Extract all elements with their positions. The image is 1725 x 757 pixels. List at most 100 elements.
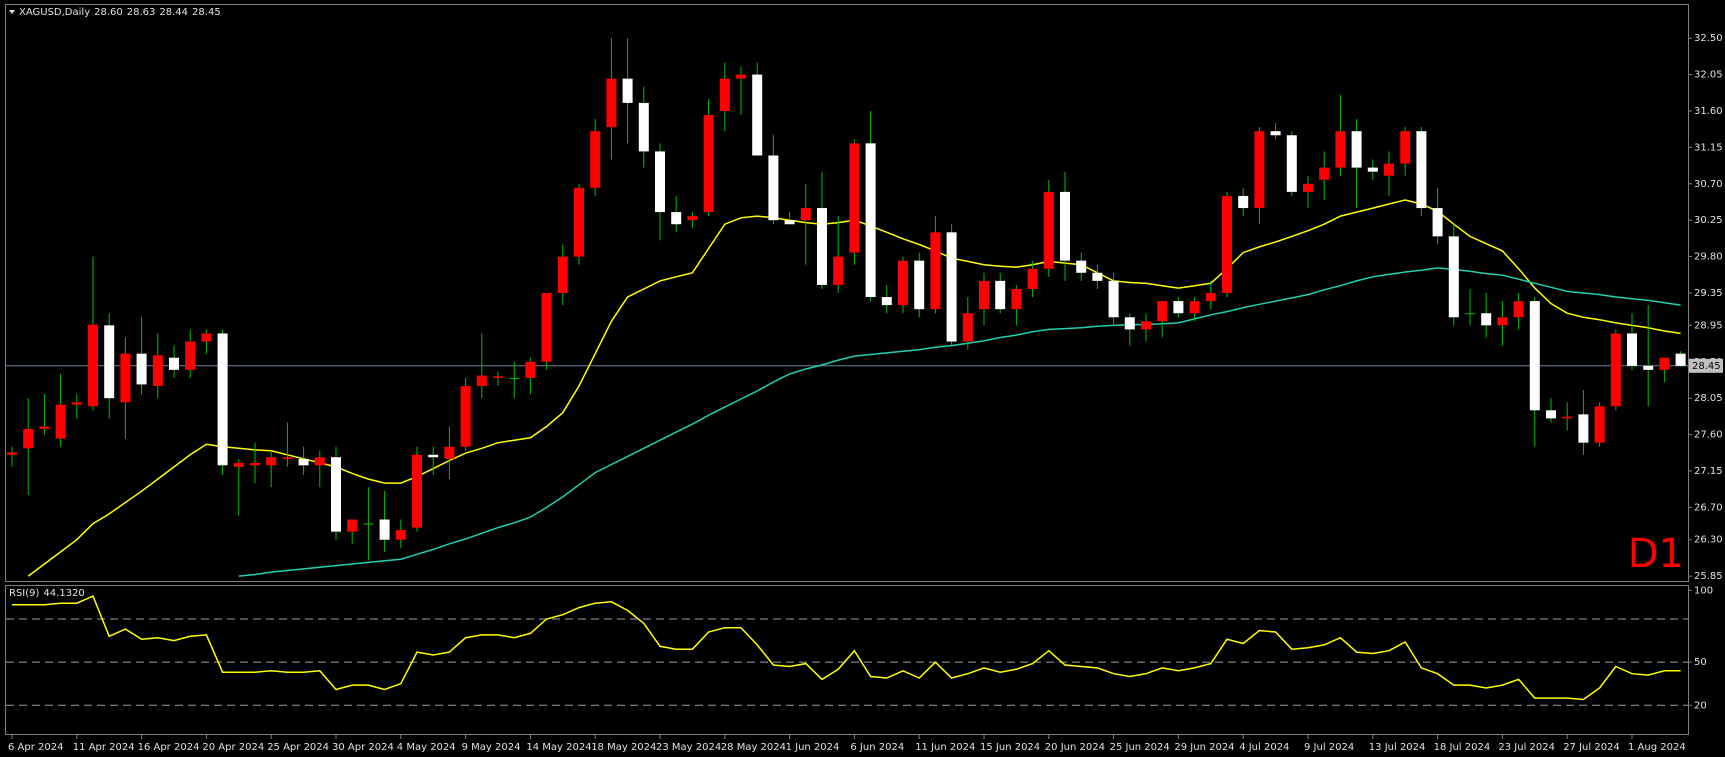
candle-body: [768, 155, 779, 221]
x-tick-label: 18 Jul 2024: [1434, 742, 1491, 753]
candle-body: [849, 143, 860, 253]
y-tick-label: 30.70: [1694, 179, 1723, 190]
candle-body: [1205, 293, 1216, 302]
candle-body: [962, 313, 973, 342]
candle-body: [1027, 268, 1038, 289]
candle-body: [1578, 414, 1589, 443]
candle-body: [1076, 260, 1087, 273]
y-tick-label: 100: [1694, 585, 1713, 596]
candle-body: [687, 216, 698, 221]
candle-body: [201, 333, 212, 342]
symbol: XAGUSD,Daily: [19, 7, 90, 18]
candle-body: [1173, 301, 1184, 314]
y-tick-label: 31.15: [1694, 142, 1723, 153]
low-value: 28.44: [159, 7, 188, 18]
x-tick-label: 1 Aug 2024: [1628, 742, 1686, 753]
candle-body: [1513, 301, 1524, 318]
candle-body: [233, 462, 244, 467]
candle-body: [347, 519, 358, 532]
candle-body: [104, 325, 115, 399]
candle-body: [1627, 333, 1637, 366]
y-tick-label: 50: [1694, 657, 1707, 668]
candle-body: [1546, 410, 1556, 419]
candle-body: [1562, 416, 1573, 419]
candle-body: [169, 357, 179, 370]
close-value: 28.45: [192, 7, 221, 18]
candle-body: [1189, 301, 1200, 314]
menu-arrow[interactable]: [9, 10, 15, 14]
candle-body: [120, 353, 131, 403]
candle-body: [557, 256, 568, 293]
rsi-line: [12, 595, 1681, 701]
candle-body: [1335, 131, 1346, 168]
x-tick-label: 9 Jul 2024: [1304, 742, 1354, 753]
plot-area: [7, 38, 1686, 577]
x-tick-label: 1 Jun 2024: [786, 742, 840, 753]
candle-body: [1529, 301, 1540, 411]
y-tick-label: 32.50: [1694, 33, 1723, 44]
y-tick-label: 29.35: [1694, 288, 1723, 299]
y-tick-label: 26.70: [1694, 502, 1723, 513]
x-tick-label: 6 Apr 2024: [8, 742, 63, 753]
candle-body: [509, 377, 520, 379]
candle-body: [314, 457, 325, 466]
candle-body: [703, 115, 714, 213]
x-tick-label: 20 Apr 2024: [202, 742, 264, 753]
candle-body: [1416, 131, 1427, 209]
x-tick-label: 20 Jun 2024: [1045, 742, 1105, 753]
candle-body: [1060, 191, 1070, 261]
x-tick-label: 28 May 2024: [721, 742, 786, 753]
candle-body: [800, 208, 811, 221]
y-tick-label: 28.95: [1694, 320, 1723, 331]
candle-body: [23, 428, 34, 449]
candle-body: [282, 457, 293, 459]
candle-body: [363, 523, 374, 525]
candle-body: [7, 452, 17, 455]
main-frame: [5, 4, 1689, 582]
candle-body: [55, 404, 66, 439]
rsi-header: RSI(9) 44.1320: [9, 588, 85, 599]
candle-body: [331, 457, 341, 532]
candle-body: [1319, 167, 1330, 180]
candle-body: [1400, 131, 1411, 164]
x-tick-label: 30 Apr 2024: [332, 742, 394, 753]
candle-body: [833, 256, 844, 285]
y-tick-label: 25.85: [1694, 571, 1723, 582]
candle-body: [541, 293, 552, 362]
open-value: 28.60: [94, 7, 123, 18]
x-tick-label: 23 May 2024: [656, 742, 721, 753]
candle-body: [574, 187, 584, 257]
candle-body: [493, 376, 503, 378]
x-tick-label: 18 May 2024: [591, 742, 656, 753]
y-tick-label: 27.60: [1694, 430, 1723, 441]
candle-body: [136, 353, 147, 385]
candle-body: [865, 143, 876, 298]
candle-body: [1303, 183, 1313, 192]
candle-body: [1043, 191, 1054, 269]
candle-body: [1238, 195, 1249, 209]
candle-body: [995, 280, 1006, 310]
candle-body: [1011, 288, 1022, 310]
y-tick-label: 31.60: [1694, 106, 1723, 117]
candle-body: [1141, 321, 1151, 330]
candle-body: [752, 74, 763, 156]
candle-body: [1157, 301, 1168, 322]
candle-body: [1594, 406, 1605, 443]
candle-body: [784, 220, 795, 225]
candle-body: [1497, 317, 1508, 326]
candle-body: [412, 454, 422, 528]
candle-body: [185, 341, 196, 370]
candle-body: [590, 131, 601, 188]
timeframe-label: D1: [1628, 531, 1684, 577]
candle-body: [266, 457, 277, 466]
x-tick-label: 27 Jul 2024: [1563, 742, 1620, 753]
candle-body: [476, 375, 487, 387]
candle-body: [1465, 313, 1475, 315]
candle-body: [719, 78, 730, 111]
candle-body: [1351, 131, 1362, 168]
candle-body: [525, 361, 536, 378]
candle-body: [1481, 313, 1492, 326]
y-tick-label: 20: [1694, 700, 1707, 711]
